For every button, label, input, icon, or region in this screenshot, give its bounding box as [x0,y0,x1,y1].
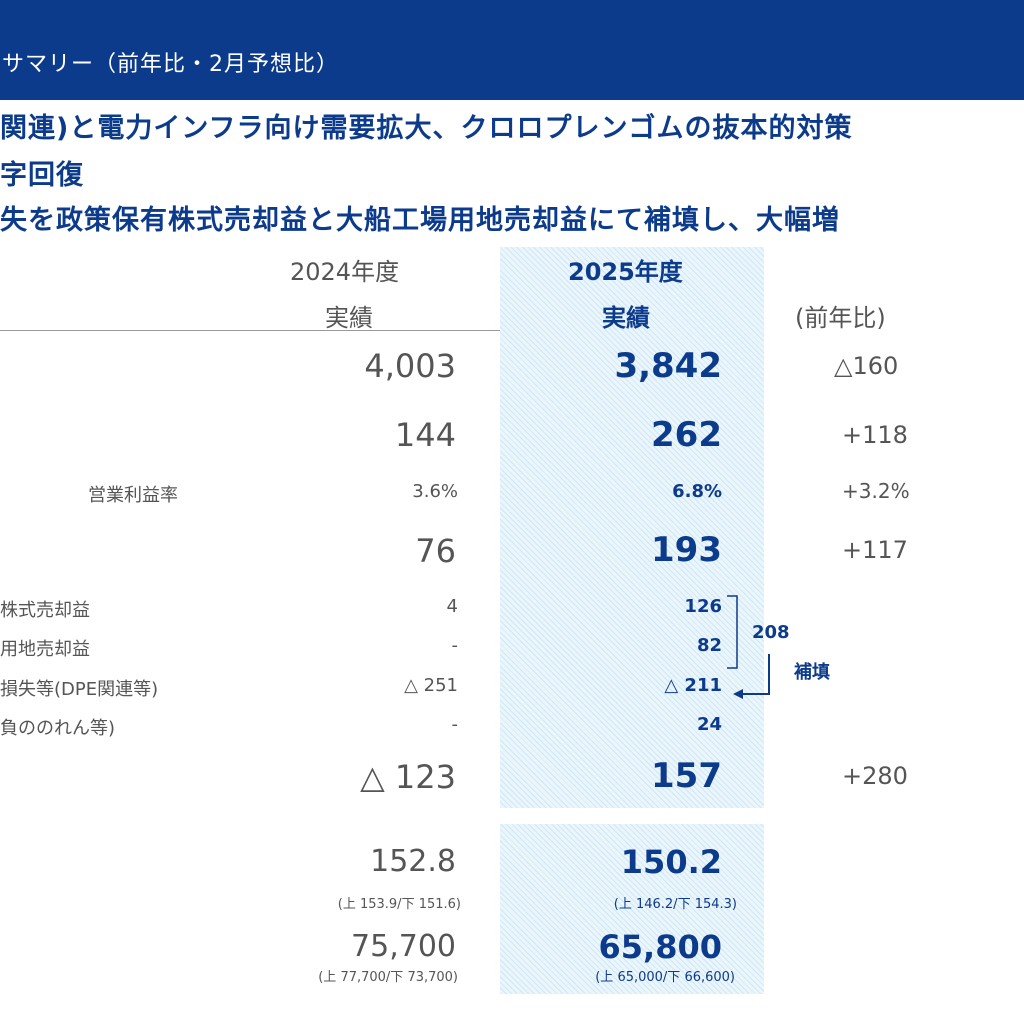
loss-prev: △ 251 [404,675,458,696]
goodwill-label: 負ののれん等) [0,718,116,739]
sales-prev: 4,003 [364,347,456,385]
sales-cur: 3,842 [614,346,722,386]
net-prev: △ 123 [360,758,456,796]
current-year-highlight [500,247,764,808]
headline-1: 関連)と電力インフラ向け需要拡大、クロロプレンゴムの抜本的対策 [0,113,853,144]
net-cur: 157 [651,756,722,796]
goodwill-prev: - [451,714,459,735]
land-gain-cur: 82 [696,635,722,656]
header-divider [0,330,500,331]
stock-gain-prev: 4 [446,596,458,617]
offset-label: 補填 [794,662,830,683]
op-margin-label: 営業利益率 [88,485,178,506]
cur-actual-header: 実績 [602,304,650,332]
cur-year-header: 2025年度 [568,258,683,286]
op-income-prev: 144 [394,416,456,454]
fx-prev: 152.8 [370,844,456,879]
op-income-cur: 262 [651,415,722,455]
land-gain-prev: - [451,635,459,656]
land-gain-label: 用地売却益 [0,639,90,660]
headline-2: 字回復 [0,160,84,191]
net-yoy: +280 [842,762,908,790]
ordinary-cur: 193 [651,530,722,570]
slide-title: サマリー（前年比・2月予想比） [2,52,339,77]
ordinary-yoy: +117 [842,536,908,564]
loss-cur: △ 211 [664,675,722,696]
prev-year-header: 2024年度 [290,258,400,286]
sales-yoy: △160 [834,352,899,380]
loss-label: 損失等(DPE関連等) [0,679,159,700]
prev-actual-header: 実績 [325,304,373,332]
price-prev: 75,700 [351,929,456,964]
ordinary-prev: 76 [415,532,456,570]
goodwill-cur: 24 [696,714,722,735]
op-margin-yoy: +3.2% [842,479,910,503]
fx-cur: 150.2 [620,843,722,881]
stock-gain-cur: 126 [684,596,722,617]
headline-3: 失を政策保有株式売却益と大船工場用地売却益にて補填し、大幅増 [0,205,840,236]
stock-gain-label: 株式売却益 [0,600,90,621]
op-income-yoy: +118 [842,421,908,449]
price-cur-note: (上 65,000/下 66,600) [595,970,735,985]
offset-sum: 208 [752,622,790,643]
price-cur: 65,800 [598,928,722,966]
op-margin-prev: 3.6% [412,481,458,502]
price-prev-note: (上 77,700/下 73,700) [318,970,458,985]
fx-cur-note: (上 146.2/下 154.3) [613,897,737,912]
op-margin-cur: 6.8% [672,481,722,502]
fx-prev-note: (上 153.9/下 151.6) [337,897,461,912]
header-bar: サマリー（前年比・2月予想比） [0,0,1024,100]
yoy-header: (前年比) [795,304,886,332]
current-year-highlight-lower [500,824,764,994]
